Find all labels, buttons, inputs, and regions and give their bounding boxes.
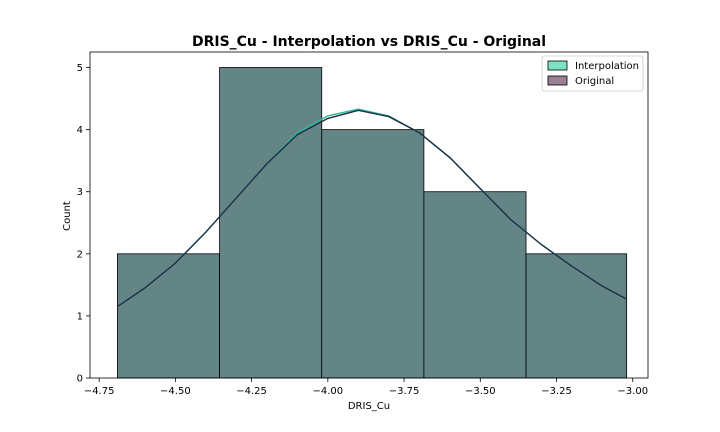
y-tick-label: 5 [77,63,83,74]
histogram-bar [219,67,323,379]
x-tick-label: −3.25 [541,386,572,397]
plot-frame [89,51,649,379]
x-tick-label: −3.75 [389,386,420,397]
y-tick-label: 0 [77,374,83,385]
legend: Interpolation Original [541,55,644,92]
bars-group [117,67,628,379]
kde-lines-group [117,108,627,308]
legend-swatch-interpolation [547,60,568,71]
x-tick-label: −4.00 [313,386,344,397]
histogram-bar [321,129,425,379]
histogram-bar [423,191,527,379]
x-tick-label: −4.50 [160,386,191,397]
chart-title: DRIS_Cu - Interpolation vs DRIS_Cu - Ori… [192,34,546,50]
legend-swatch-original [547,75,568,86]
x-tick-label: −3.50 [465,386,496,397]
x-tick-label: −3.00 [617,386,648,397]
x-axis-ticks: −4.75 −4.50 −4.25 −4.00 −3.75 −3.50 −3.25 −3.00 [84,378,648,397]
y-tick-label: 4 [77,125,83,136]
legend-label-original: Original [575,76,614,87]
y-axis-ticks: 0 1 2 3 4 5 [77,63,90,385]
y-tick-label: 2 [77,249,83,260]
y-tick-label: 3 [77,187,83,198]
x-axis-label: DRIS_Cu [348,401,390,412]
kde-line-original [117,109,627,308]
histogram-bar [525,253,628,379]
y-axis-label: Count [62,201,73,231]
histogram-bar [117,253,220,379]
x-tick-label: −4.75 [84,386,115,397]
y-tick-label: 1 [77,311,83,322]
legend-label-interpolation: Interpolation [575,61,639,72]
x-tick-label: −4.25 [236,386,267,397]
